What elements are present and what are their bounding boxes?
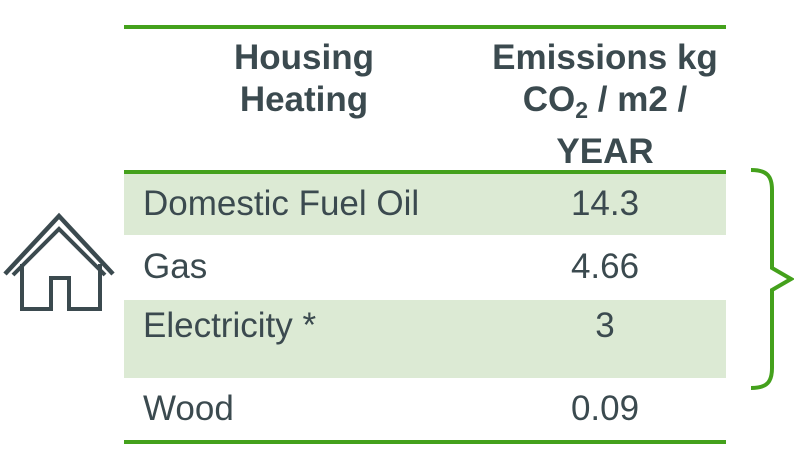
table-bottom-rule (124, 440, 726, 444)
table-row: Domestic Fuel Oil 14.3 (124, 174, 726, 235)
co2-suffix: / m2 / (588, 80, 688, 119)
emissions-table: Housing Heating Emissions kg CO2 / m2 / … (124, 25, 726, 444)
header-emissions: Emissions kg CO2 / m2 / YEAR (484, 29, 726, 171)
header-line-co2: CO2 / m2 / (484, 79, 726, 131)
table-header-separator-rule (124, 170, 726, 174)
header-line: YEAR (556, 132, 654, 171)
row-label: Domestic Fuel Oil (143, 184, 420, 223)
house-icon (3, 212, 115, 311)
header-line: Heating (239, 80, 369, 119)
co2-prefix: CO (522, 80, 576, 119)
row-value: 3 (595, 306, 615, 345)
row-value: 0.09 (570, 389, 640, 428)
table-top-rule (124, 25, 726, 29)
right-curly-brace-icon (750, 168, 794, 390)
row-label: Electricity * (143, 306, 317, 345)
table-row: Electricity * 3 (124, 300, 726, 378)
row-label: Gas (143, 247, 208, 286)
row-label: Wood (143, 389, 234, 428)
table-header-row: Housing Heating Emissions kg CO2 / m2 / … (124, 29, 726, 171)
header-line: Housing (234, 38, 374, 77)
header-housing-heating: Housing Heating (124, 29, 484, 170)
row-value: 4.66 (570, 247, 640, 286)
table-row: Wood 0.09 (124, 378, 726, 440)
table-row: Gas 4.66 (124, 235, 726, 300)
co2-subscript: 2 (575, 97, 589, 123)
header-line: Emissions kg (492, 38, 718, 77)
row-value: 14.3 (570, 184, 640, 223)
